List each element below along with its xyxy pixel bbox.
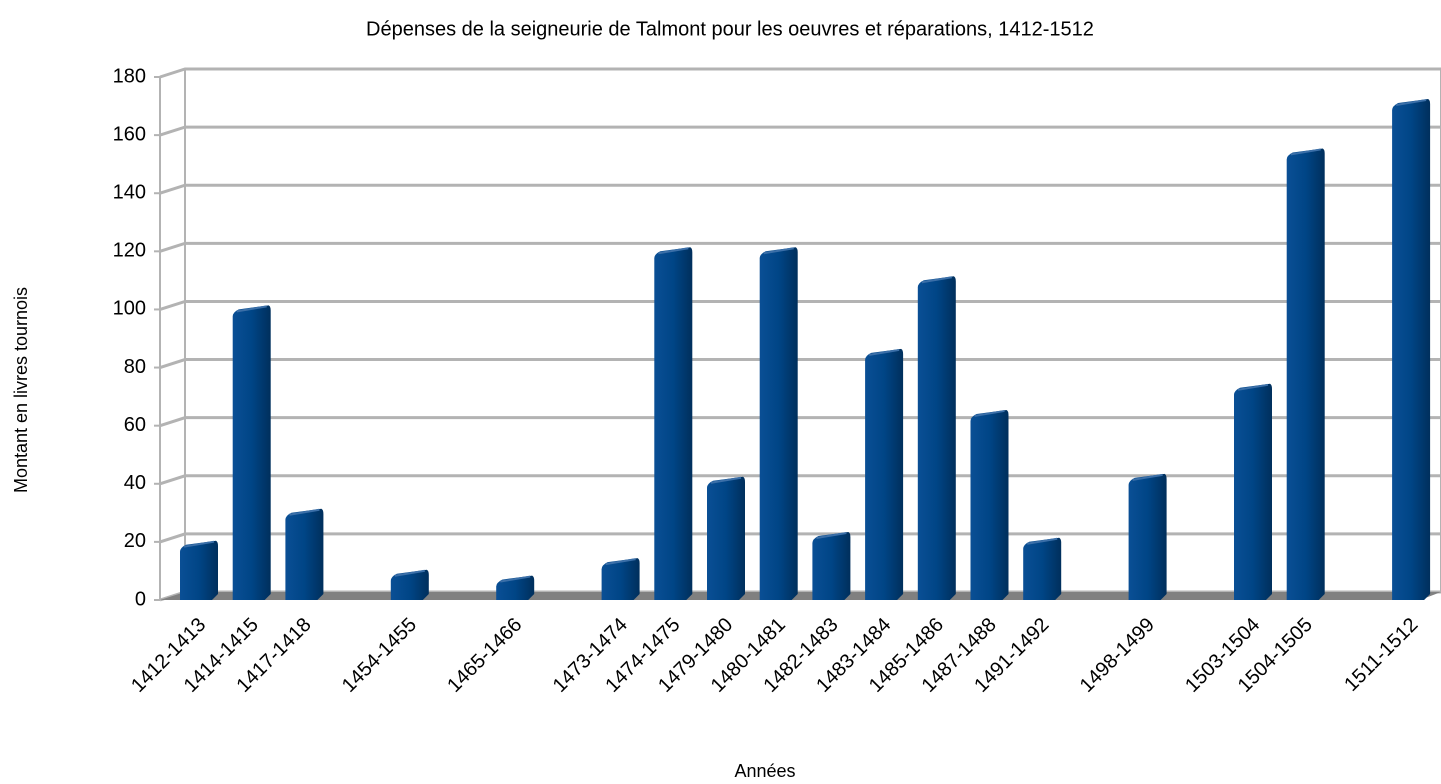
bar xyxy=(970,409,1009,600)
y-tick-label: 60 xyxy=(124,414,146,436)
bar-body xyxy=(390,569,429,600)
bar xyxy=(1392,99,1431,601)
bar-body xyxy=(970,409,1009,600)
bar-top xyxy=(394,569,425,577)
y-tick-label: 100 xyxy=(113,298,146,320)
grid-line xyxy=(159,67,1441,79)
bar-top xyxy=(605,558,636,566)
grid-line xyxy=(159,125,1441,137)
bar-body xyxy=(812,531,851,600)
y-tick-label: 40 xyxy=(124,472,146,494)
floor xyxy=(160,592,1441,600)
bar-top xyxy=(658,247,689,255)
bar-body xyxy=(601,558,640,600)
grid-line xyxy=(159,474,1441,486)
bar-body xyxy=(285,508,324,600)
bar xyxy=(1023,537,1062,600)
bar-body xyxy=(1392,99,1431,601)
bar xyxy=(601,558,640,600)
bar-body xyxy=(865,348,904,600)
bar-body xyxy=(1023,537,1062,600)
bar xyxy=(285,508,324,600)
bar-body xyxy=(759,247,798,600)
bar-body xyxy=(707,476,745,600)
y-tick-label: 20 xyxy=(124,530,146,552)
bar xyxy=(390,569,429,600)
bar-top xyxy=(236,305,267,313)
bar-top xyxy=(1395,99,1427,107)
y-tick-label: 0 xyxy=(135,588,146,610)
y-axis-label: Montant en livres tournois xyxy=(11,287,31,493)
bar xyxy=(232,305,271,600)
bar-top xyxy=(868,348,900,356)
bar-body xyxy=(180,540,218,600)
bar-top xyxy=(183,540,215,548)
bar-body xyxy=(232,305,271,600)
x-tick-label: 1498-1499 xyxy=(1076,614,1159,697)
bar-body xyxy=(1286,148,1325,600)
bar-top xyxy=(289,508,320,516)
bar-body xyxy=(1128,473,1167,600)
y-tick-label: 120 xyxy=(113,240,146,262)
grid-line xyxy=(159,358,1441,369)
bar-top xyxy=(1237,383,1269,391)
bar-top xyxy=(763,247,794,255)
bar xyxy=(707,476,745,600)
bar xyxy=(812,531,851,600)
bar xyxy=(1286,148,1325,600)
bar-top xyxy=(816,531,847,539)
grid-line xyxy=(159,416,1441,428)
bar xyxy=(759,247,798,600)
bar-body xyxy=(1234,383,1272,600)
bar-body xyxy=(496,575,535,600)
bar xyxy=(180,540,218,600)
bar xyxy=(1234,383,1272,600)
y-tick-label: 80 xyxy=(124,356,146,378)
grid-line xyxy=(159,532,1441,544)
bar-top xyxy=(500,575,531,583)
grid-line xyxy=(159,299,1441,311)
y-tick-label: 140 xyxy=(113,182,146,204)
bar xyxy=(917,276,956,600)
x-tick-label: 1511-1512 xyxy=(1340,614,1422,696)
bar-body xyxy=(917,276,956,600)
bar-top xyxy=(710,476,742,484)
bar-top xyxy=(921,276,952,284)
bar xyxy=(496,575,535,600)
bar xyxy=(654,247,693,600)
bar-body xyxy=(654,247,693,600)
bar xyxy=(865,348,904,600)
bar-top xyxy=(1290,148,1321,156)
y-tick-label: 180 xyxy=(113,65,146,87)
x-axis-label: Années xyxy=(734,761,795,781)
bar xyxy=(1128,473,1167,600)
x-tick-label: 1465-1466 xyxy=(443,614,526,697)
chart-title: Dépenses de la seigneurie de Talmont pou… xyxy=(366,18,1094,40)
grid-line xyxy=(159,183,1441,195)
bar-top xyxy=(1027,537,1058,545)
bar-top xyxy=(1132,473,1163,481)
grid-line xyxy=(159,241,1441,253)
bar-top xyxy=(974,409,1005,417)
x-tick-label: 1454-1455 xyxy=(338,614,421,697)
y-tick-label: 160 xyxy=(113,123,146,145)
